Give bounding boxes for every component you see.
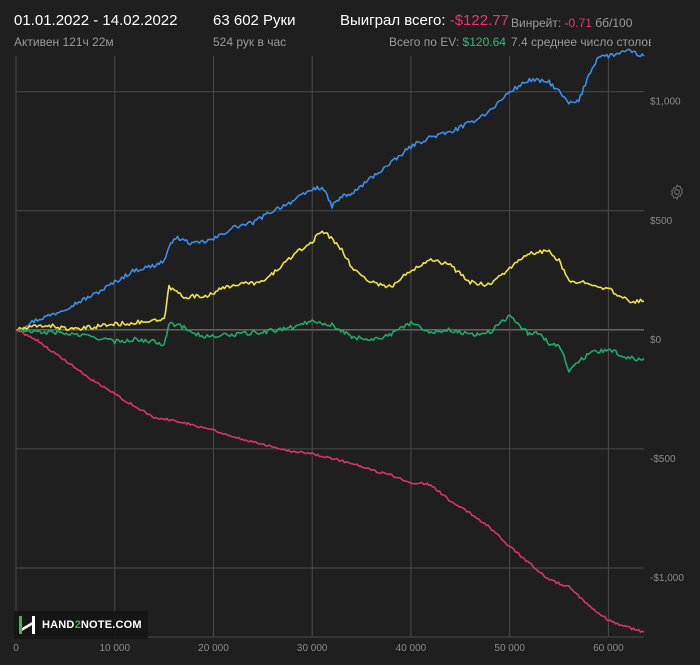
series-line-4 <box>15 329 645 633</box>
won-label: Выиграл всего: <box>340 12 446 29</box>
x-tick-label: 40 000 <box>396 643 427 654</box>
series-line-1 <box>15 48 645 331</box>
ev-total: Всего по EV: $120.64 <box>389 35 506 49</box>
x-tick-label: 20 000 <box>198 643 229 654</box>
won-value: -$122.77 <box>449 12 509 29</box>
hands-per-hour: 524 рук в час <box>213 35 287 49</box>
avg-tables: 7.4 среднее число столов <box>511 35 651 49</box>
x-tick-label: 0 <box>13 643 19 654</box>
settings-gear-icon[interactable] <box>668 183 686 201</box>
x-tick-label: 50 000 <box>494 643 525 654</box>
grid <box>15 56 644 638</box>
ev-value: $120.64 <box>462 35 506 49</box>
winrate-unit: бб/100 <box>595 16 633 30</box>
x-tick-label: 60 000 <box>593 643 624 654</box>
winrate-label: Винрейт: <box>511 16 562 30</box>
ev-label: Всего по EV: <box>389 35 460 49</box>
series-line-2 <box>15 230 645 332</box>
hands-total: 63 602 Руки <box>213 12 296 29</box>
hand2note-logo-icon <box>19 616 35 634</box>
y-tick-label: $500 <box>650 216 673 227</box>
y-tick-label: $0 <box>650 335 662 346</box>
y-tick-label: -$1,000 <box>650 573 684 584</box>
axes: $1,000 $500 $0 -$500 -$1,000 0 10 000 20 000 30 … <box>13 97 684 654</box>
winrate: Винрейт: -0.71 бб/100 <box>511 16 635 30</box>
x-tick-label: 10 000 <box>99 643 130 654</box>
y-tick-label: $1,000 <box>650 97 681 108</box>
x-tick-label: 30 000 <box>297 643 328 654</box>
y-tick-label: -$500 <box>650 454 676 465</box>
hand2note-logo: HAND2NOTE.COM <box>14 611 148 639</box>
active-time: Активен 121ч 22м <box>14 35 114 49</box>
date-range[interactable]: 01.01.2022 - 14.02.2022 <box>14 12 178 29</box>
series-line-3 <box>15 314 645 373</box>
winrate-value: -0.71 <box>564 16 592 30</box>
hand2note-logo-text: HAND2NOTE.COM <box>42 619 142 631</box>
won-total: Выиграл всего: -$122.77 <box>340 12 509 29</box>
series-group <box>15 48 645 633</box>
